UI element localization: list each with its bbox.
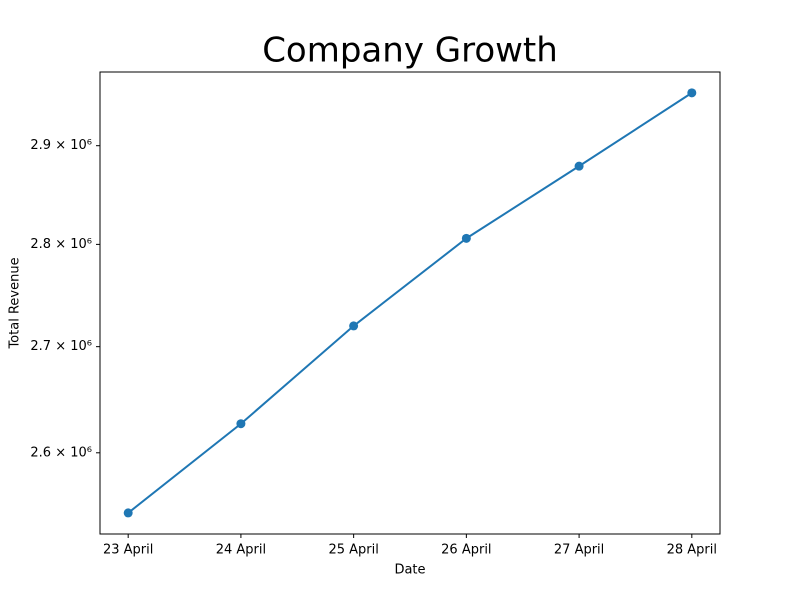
y-tick-label: 2.6 × 10⁶ [30,445,92,460]
point [461,233,471,243]
chart-title: Company Growth [262,31,558,71]
x-tick-label: 27 April [554,543,604,558]
y-tick-label: 2.9 × 10⁶ [30,138,92,153]
point [574,161,584,171]
x-tick-label: 24 April [216,543,266,558]
plot-frame [99,71,721,535]
y-axis-label: Total Revenue [8,257,23,349]
point [687,88,697,98]
point [349,321,359,331]
point [236,419,246,429]
x-tick-label: 25 April [328,543,378,558]
point [123,508,133,518]
x-tick-label: 23 April [103,543,153,558]
y-tick-label: 2.7 × 10⁶ [30,339,92,354]
x-axis-label: Date [394,563,425,578]
x-tick-label: 26 April [441,543,491,558]
x-tick-label: 28 April [667,543,717,558]
line [127,92,693,514]
y-tick-label: 2.8 × 10⁶ [30,237,92,252]
